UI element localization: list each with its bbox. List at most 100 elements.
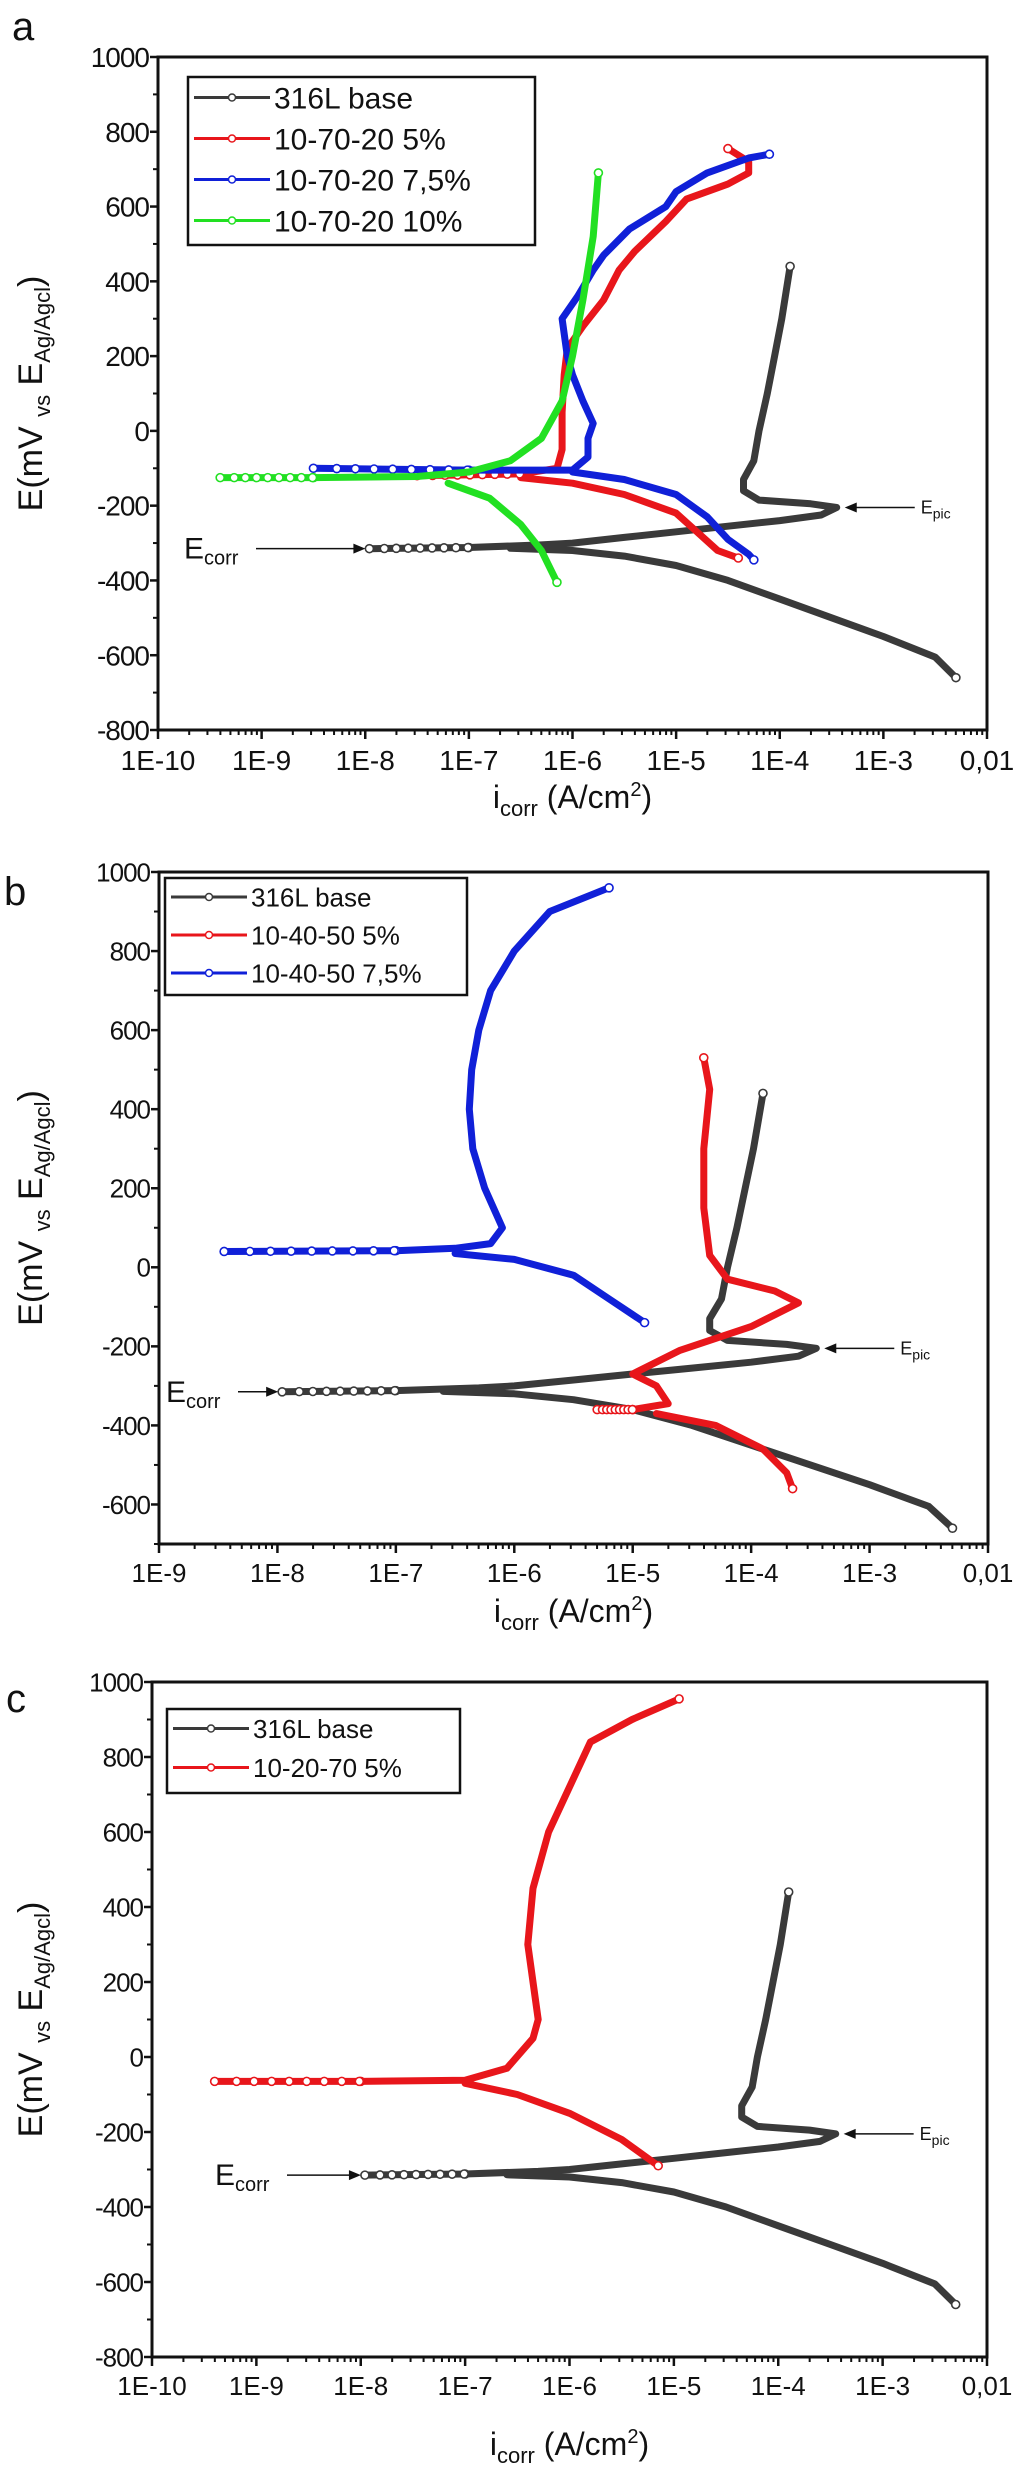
epic-main: E bbox=[920, 2124, 932, 2144]
data-point-marker bbox=[439, 543, 449, 553]
data-point-marker bbox=[423, 2169, 433, 2180]
data-point-marker bbox=[319, 2076, 330, 2087]
x-tick-label: 1E-5 bbox=[647, 745, 706, 776]
data-point-marker bbox=[593, 168, 604, 178]
series-line-cathodic bbox=[569, 468, 758, 564]
data-point-marker bbox=[327, 1246, 338, 1256]
legend: 316L base 10-20-70 5% bbox=[165, 1707, 462, 1795]
y-tick-label: 1000 bbox=[96, 857, 150, 887]
x-tick-label: 1E-8 bbox=[336, 745, 395, 776]
data-point-marker bbox=[758, 1088, 768, 1099]
series-1 bbox=[209, 1694, 684, 2171]
y-axis-label: E(mV vs EAg/Agcl) bbox=[12, 276, 55, 512]
panel-label: a bbox=[12, 5, 35, 49]
y-tick-label: -200 bbox=[97, 491, 149, 522]
data-point-marker bbox=[375, 2170, 385, 2180]
x-label-sub: corr bbox=[497, 2443, 535, 2468]
x-label-unit: (A/cm bbox=[535, 2426, 627, 2462]
y-label-close: ) bbox=[12, 1090, 50, 1101]
ecorr-arrowhead-icon bbox=[353, 543, 366, 554]
y-tick-label: -400 bbox=[97, 566, 149, 597]
legend-label: 10-20-70 5% bbox=[253, 1753, 402, 1783]
y-axis-label: E(mV vs EAg/Agcl) bbox=[12, 1902, 55, 2138]
legend-label: 316L base bbox=[253, 1714, 373, 1744]
data-point-marker bbox=[653, 2160, 664, 2171]
x-tick-label: 1E-5 bbox=[646, 2371, 701, 2401]
data-point-marker bbox=[321, 1386, 332, 1397]
data-point-marker bbox=[277, 1387, 287, 1397]
y-tick-label: 400 bbox=[110, 1095, 151, 1125]
legend-swatch-marker bbox=[206, 1724, 216, 1733]
x-label-close: ) bbox=[641, 779, 652, 815]
y-tick-label: -200 bbox=[95, 2117, 144, 2147]
legend-swatch-marker bbox=[206, 1763, 216, 1772]
x-tick-label: 1E-10 bbox=[117, 2371, 186, 2401]
y-tick-label: 600 bbox=[105, 192, 149, 223]
series-line-cathodic bbox=[461, 2079, 662, 2170]
x-label-sup: 2 bbox=[627, 2426, 638, 2448]
legend-swatch-marker bbox=[204, 968, 214, 978]
epic-annotation: Epic bbox=[920, 2124, 950, 2148]
legend: 316L base 10-40-50 5% 10-40-50 7,5% bbox=[163, 876, 469, 997]
y-tick-label: 400 bbox=[105, 266, 149, 297]
data-point-marker bbox=[950, 2299, 961, 2310]
y-tick-label: -400 bbox=[102, 1411, 151, 1441]
data-point-marker bbox=[286, 1246, 296, 1256]
data-point-marker bbox=[301, 2076, 312, 2087]
data-point-marker bbox=[387, 464, 398, 475]
data-point-marker bbox=[307, 472, 318, 483]
y-tick-label: 0 bbox=[130, 2042, 144, 2072]
legend-label: 10-40-50 7,5% bbox=[251, 958, 422, 988]
ecorr-main: E bbox=[215, 2159, 235, 2192]
data-point-marker bbox=[231, 2076, 242, 2087]
data-point-marker bbox=[785, 261, 795, 272]
y-tick-label: 400 bbox=[103, 1892, 144, 1922]
data-point-marker bbox=[627, 1404, 638, 1415]
x-tick-label: 1E-4 bbox=[751, 2371, 806, 2401]
y-tick-label: 0 bbox=[137, 1253, 151, 1283]
x-label-sup: 2 bbox=[630, 779, 641, 801]
data-point-marker bbox=[463, 542, 473, 553]
series-line-cathodic bbox=[444, 479, 561, 586]
epic-annotation: Epic bbox=[921, 498, 951, 522]
x-label-sub: corr bbox=[501, 1610, 539, 1635]
data-point-marker bbox=[274, 472, 284, 483]
series-line-cathodic bbox=[439, 1387, 956, 1532]
data-point-marker bbox=[348, 1246, 358, 1256]
ecorr-sub: corr bbox=[204, 548, 239, 570]
ecorr-annotation: Ecorr bbox=[166, 1376, 221, 1413]
data-point-marker bbox=[698, 1052, 709, 1063]
data-point-marker bbox=[265, 1246, 276, 1257]
epic-sub: pic bbox=[932, 2132, 950, 2148]
y-axis-label: E(mV vs EAg/Agcl) bbox=[12, 1090, 55, 1326]
x-tick-label: 0,01 bbox=[963, 1558, 1014, 1588]
data-point-marker bbox=[764, 149, 775, 160]
legend-swatch-marker bbox=[227, 216, 237, 225]
y-label-sub-ref: Ag/Agcl bbox=[30, 287, 55, 363]
y-tick-label: -800 bbox=[95, 2342, 144, 2372]
legend-label: 10-70-20 7,5% bbox=[274, 164, 471, 197]
y-label-sub-vs: vs bbox=[30, 2021, 55, 2043]
y-tick-label: -600 bbox=[102, 1490, 151, 1520]
legend-swatch-marker bbox=[227, 134, 237, 143]
epic-arrowhead-icon bbox=[844, 502, 857, 513]
series-1 bbox=[592, 1052, 802, 1494]
series-line-anodic bbox=[361, 1888, 840, 2179]
plot-frame bbox=[157, 870, 990, 1546]
x-axis-label: icorr (A/cm2) bbox=[493, 779, 652, 821]
x-tick-label: 1E-6 bbox=[487, 1558, 542, 1588]
epic-arrowhead-icon bbox=[824, 1343, 837, 1354]
data-point-marker bbox=[360, 2170, 370, 2180]
y-label-close: ) bbox=[12, 276, 50, 287]
series-line-anodic bbox=[216, 169, 602, 482]
x-label-sub: corr bbox=[500, 796, 538, 821]
data-point-marker bbox=[229, 472, 239, 483]
data-point-marker bbox=[749, 555, 759, 565]
data-point-marker bbox=[219, 1246, 229, 1257]
panel-label: b bbox=[4, 870, 26, 914]
series-line-anodic bbox=[593, 1054, 802, 1414]
series-line-cathodic bbox=[517, 474, 742, 562]
ecorr-sub: corr bbox=[186, 1391, 221, 1413]
